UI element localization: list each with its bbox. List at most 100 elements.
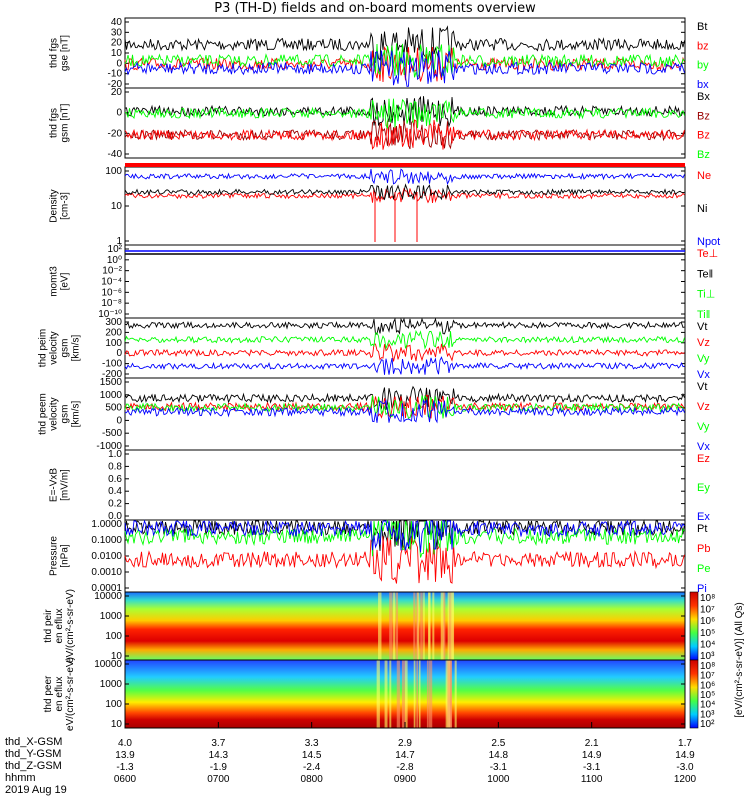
heatmap-streak [423, 592, 425, 660]
colorbar-tick-label: 10⁵ [700, 690, 715, 701]
panel-frame [124, 449, 686, 521]
x-tick-label: 0600 [114, 774, 137, 785]
legend-label-bt: Bt [697, 21, 707, 33]
heatmap-streak [450, 592, 454, 660]
x-tick-label: 0900 [394, 774, 417, 785]
series-line-vy [124, 329, 685, 351]
x-tick-label: 13.9 [115, 750, 135, 761]
y-axis-label: [nPa] [60, 544, 71, 568]
legend-label-ti⊥: Ti⊥ [697, 289, 715, 301]
colorbar-tick-label: 10⁸ [700, 593, 715, 604]
y-tick-label: 40 [111, 17, 123, 28]
series-line-ne [124, 187, 685, 204]
panel-efield [124, 449, 686, 521]
legend-label-ne: Ne [697, 170, 711, 182]
legend-label-vt: Vt [697, 321, 707, 333]
panel-frame [124, 244, 686, 319]
legend-label-bz: bz [697, 40, 709, 52]
y-axis-label: gsm [nT] [60, 103, 71, 142]
series-line-bz [124, 98, 685, 130]
legend-label-vz: Vz [697, 337, 710, 349]
x-tick-label: 1100 [581, 774, 603, 785]
y-tick-label: 0.4 [108, 486, 122, 497]
y-axis-label: gsm [60, 405, 71, 424]
legend-label-ez: Ez [697, 453, 710, 465]
y-axis-label: [km/s] [71, 334, 82, 361]
y-tick-label: 10² [108, 244, 123, 255]
y-tick-label: 0.0100 [91, 551, 122, 562]
y-tick-label: 1000 [100, 390, 123, 401]
x-row-label: thd_X-GSM [5, 736, 63, 748]
series-line-vx [125, 399, 685, 424]
y-axis-label: thd fgs [49, 108, 60, 138]
heatmap-streak [428, 592, 431, 660]
colorbar-tick-label: 10³ [700, 651, 715, 662]
x-tick-label: 14.7 [395, 750, 415, 761]
y-axis-label: gse [nT] [60, 35, 71, 71]
colorbar-tick-label: 10⁴ [700, 700, 715, 711]
legend-label-bx: Bx [697, 91, 710, 103]
legend-label-bz: Bz [697, 130, 710, 142]
y-tick-label: 10000 [94, 591, 122, 602]
colorbar-tick-label: 10⁷ [700, 671, 715, 682]
panel-peer_eflux [124, 659, 686, 729]
series-line-pb [124, 535, 685, 584]
y-tick-label: 0.1000 [91, 535, 122, 546]
legend-label-ey: Ey [697, 482, 710, 494]
y-tick-label: -500 [102, 428, 122, 439]
x-tick-label: 0800 [301, 774, 324, 785]
legend-label-ti‖: Ti‖ [697, 309, 710, 321]
y-tick-label: 0 [116, 348, 122, 359]
legend-label-pb: Pb [697, 543, 710, 555]
legend-label-pt: Pt [697, 523, 707, 535]
series-line-pt [124, 519, 685, 551]
y-axis-label: eV/(cm²-s-sr-eV) [65, 589, 76, 663]
legend-label-ex: Ex [697, 511, 710, 523]
y-tick-label: 10 [111, 651, 123, 662]
legend-label-vx: Vx [697, 369, 710, 381]
y-axis-label: [eV] [60, 272, 71, 290]
page-title: P3 (TH-D) fields and on-board moments ov… [214, 1, 536, 16]
y-tick-label: -1000 [96, 441, 122, 452]
x-tick-label: -2.8 [396, 762, 414, 773]
y-axis-label: Pressure [49, 536, 60, 576]
x-tick-label: 1000 [487, 774, 510, 785]
heatmap-streak [413, 660, 416, 728]
colorbar [689, 659, 699, 729]
y-tick-label: 500 [105, 403, 122, 414]
date-label: 2019 Aug 19 [5, 784, 67, 796]
colorbar-tick-label: 10⁵ [700, 628, 715, 639]
y-tick-label: 100 [105, 166, 122, 177]
colorbar-tick-label: 10³ [700, 709, 715, 720]
y-tick-label: 10⁰ [107, 255, 122, 266]
series-line-vx [124, 356, 685, 375]
y-axis-label: thd peim [38, 329, 49, 367]
y-tick-label: -20 [108, 128, 123, 139]
x-tick-label: -2.4 [303, 762, 321, 773]
series-line-bz [124, 119, 685, 150]
y-tick-label: 10⁻² [102, 266, 122, 277]
legend-label-ni: Ni [697, 203, 707, 215]
y-axis-label: [km/s] [71, 400, 82, 427]
y-tick-label: -10 [108, 69, 123, 80]
y-tick-label: 200 [105, 327, 122, 338]
legend-label-te⊥: Te⊥ [697, 248, 718, 260]
x-tick-label: 14.5 [302, 750, 322, 761]
y-tick-label: 10 [111, 48, 123, 59]
colorbar [689, 591, 699, 661]
heatmap-streak [440, 592, 445, 660]
y-axis-label: thd peir [43, 609, 54, 643]
x-row-label: hhmm [5, 772, 36, 784]
y-tick-label: 0.2 [108, 499, 122, 510]
heatmap-streak [443, 592, 446, 660]
x-tick-label: -3.1 [490, 762, 508, 773]
legend-label-pi: Pi [697, 583, 707, 595]
heatmap-streak [445, 660, 448, 728]
y-tick-label: 0.0010 [91, 567, 122, 578]
colorbar-tick-label: 10⁶ [700, 680, 715, 691]
series-line-bz [124, 119, 685, 150]
y-tick-label: 1500 [100, 377, 123, 388]
series-line-vz [124, 394, 685, 419]
y-axis-label: thd fgs [49, 38, 60, 68]
heatmap-streak [378, 592, 382, 660]
